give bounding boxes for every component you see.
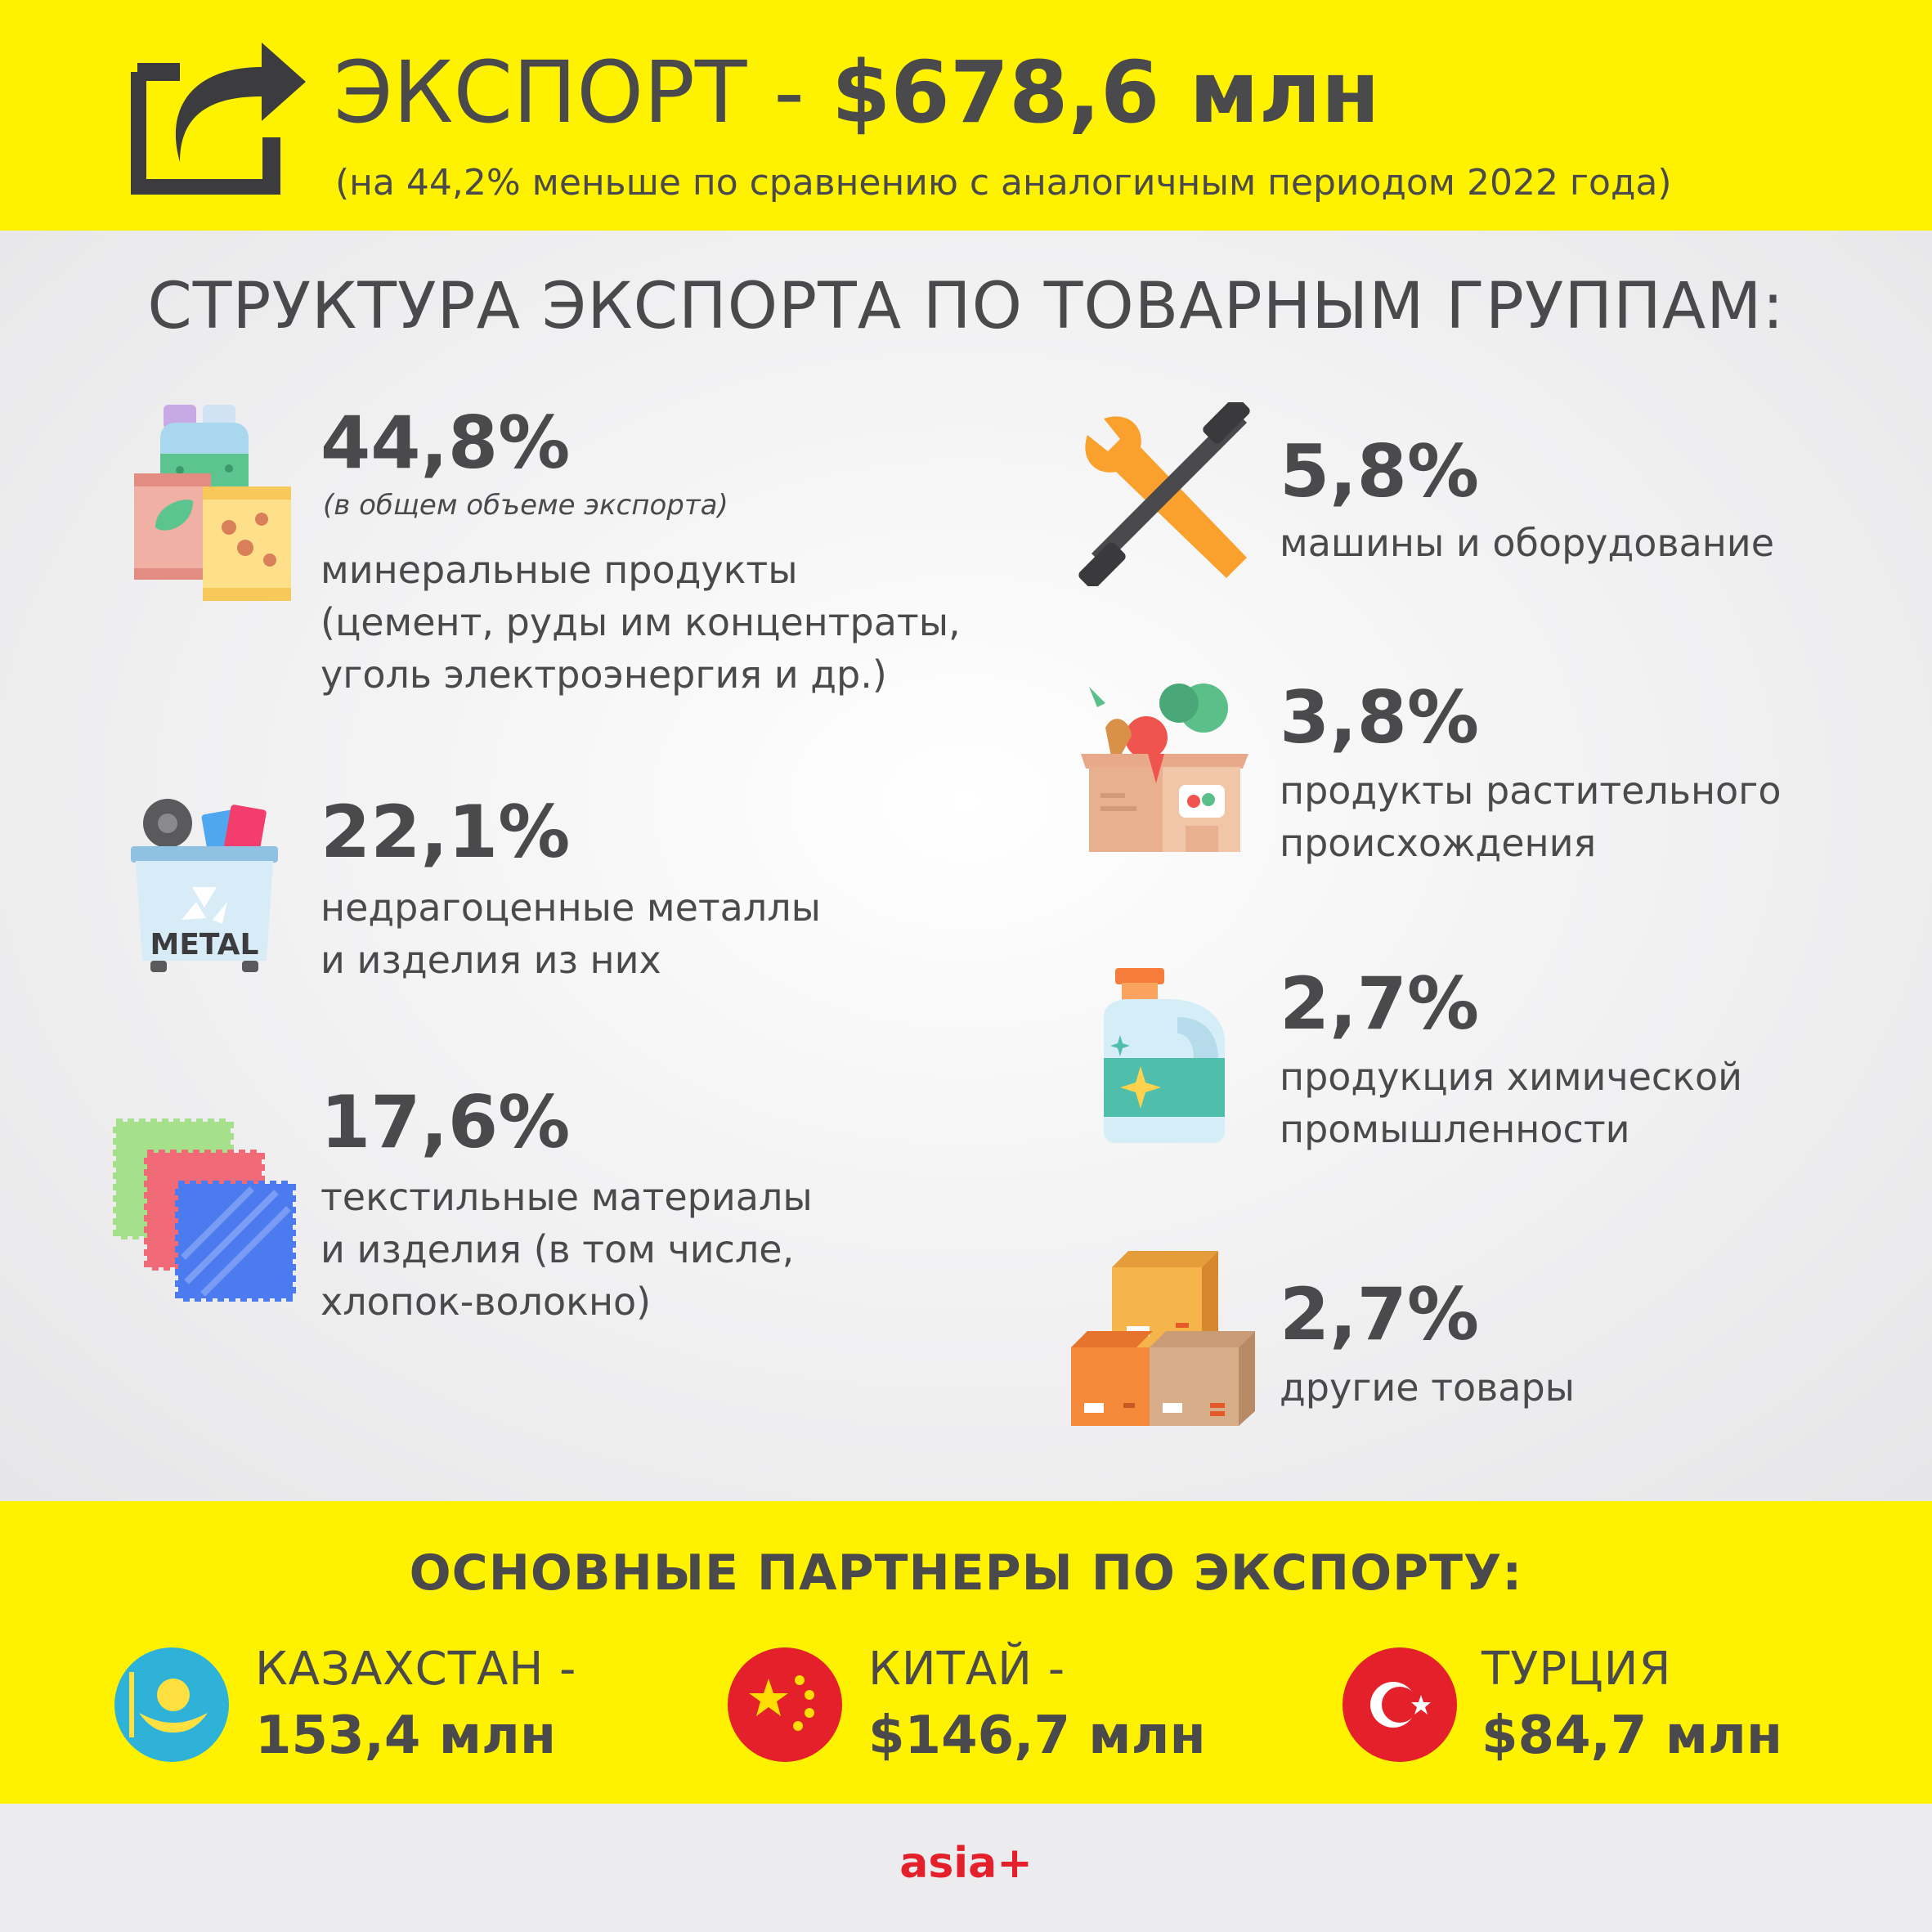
textile-line-3: хлопок-волокно) (321, 1280, 652, 1324)
machines-description: машины и оборудование (1280, 517, 1774, 569)
structure-section (0, 231, 1932, 1501)
export-share-icon (131, 43, 306, 195)
metal-line-1: недрагоценные металлы (321, 885, 821, 930)
other-line-1: другие товары (1280, 1365, 1575, 1410)
mineral-note: (в общем объеме экспорта) (323, 489, 728, 522)
mineral-line-2: (цемент, руды им концентраты, (321, 600, 961, 644)
kazakhstan-flag-icon (114, 1647, 229, 1762)
textile-line-1: текстильные материалы (321, 1175, 813, 1219)
turkey-flag-icon (1343, 1647, 1457, 1762)
plant-description: продукты растительного происхождения (1280, 764, 1781, 869)
turkey-country: ТУРЦИЯ (1481, 1643, 1672, 1696)
vegetable-box-icon (1081, 684, 1248, 852)
header-band (0, 0, 1932, 231)
textile-line-2: и изделия (в том числе, (321, 1227, 795, 1271)
structure-title: СТРУКТУРА ЭКСПОРТА ПО ТОВАРНЫМ ГРУППАМ: (147, 270, 1785, 343)
export-total-value: $678,6 млн (832, 43, 1380, 142)
brand-logo: asia+ (899, 1839, 1033, 1888)
chemical-line-1: продукция химической (1280, 1055, 1743, 1099)
export-title: ЭКСПОРТ - $678,6 млн (334, 39, 1380, 146)
other-percent: 2,7% (1280, 1272, 1480, 1356)
metal-bin-icon: METAL (131, 799, 278, 972)
china-country: КИТАЙ - (868, 1643, 1066, 1696)
metal-line-2: и изделия из них (321, 938, 661, 982)
mineral-line-3: уголь электроэнергия и др.) (321, 652, 887, 697)
plant-line-2: происхождения (1280, 821, 1597, 865)
partners-band (0, 1501, 1932, 1804)
chemical-percent: 2,7% (1280, 962, 1480, 1046)
kazakhstan-country: КАЗАХСТАН - (255, 1643, 577, 1696)
machines-line-1: машины и оборудование (1280, 521, 1775, 565)
export-subtitle: (на 44,2% меньше по сравнению с аналогич… (335, 162, 1672, 204)
mineral-percent: 44,8% (321, 401, 571, 485)
plant-line-1: продукты растительного (1280, 769, 1782, 813)
chemical-bottle-icon (1104, 968, 1225, 1143)
partners-title: ОСНОВНЫЕ ПАРТНЕРЫ ПО ЭКСПОРТУ: (409, 1544, 1523, 1602)
footer-strip (0, 1804, 1932, 1932)
metal-percent: 22,1% (321, 790, 571, 874)
mineral-description: минеральные продукты (цемент, руды им ко… (321, 544, 961, 701)
stacked-boxes-icon (1071, 1251, 1255, 1426)
kazakhstan-amount: 153,4 млн (255, 1706, 557, 1766)
metal-description: недрагоценные металлы и изделия из них (321, 881, 821, 986)
china-flag-icon (728, 1647, 842, 1762)
turkey-amount: $84,7 млн (1481, 1706, 1783, 1766)
wrench-tools-icon (1078, 402, 1250, 586)
china-amount: $146,7 млн (868, 1706, 1206, 1766)
chemical-description: продукция химической промышленности (1280, 1051, 1742, 1155)
machines-percent: 5,8% (1280, 429, 1480, 513)
textile-description: текстильные материалы и изделия (в том ч… (321, 1171, 813, 1328)
chemical-line-2: промышленности (1280, 1107, 1630, 1151)
mineral-line-1: минеральные продукты (321, 548, 798, 592)
textile-percent: 17,6% (321, 1080, 571, 1164)
mineral-bags-icon (134, 405, 291, 601)
plant-percent: 3,8% (1280, 675, 1480, 760)
metal-bin-label: METAL (150, 928, 259, 962)
export-title-prefix: ЭКСПОРТ - (334, 43, 832, 142)
fabric-swatches-icon (113, 1118, 296, 1302)
other-description: другие товары (1280, 1361, 1575, 1414)
